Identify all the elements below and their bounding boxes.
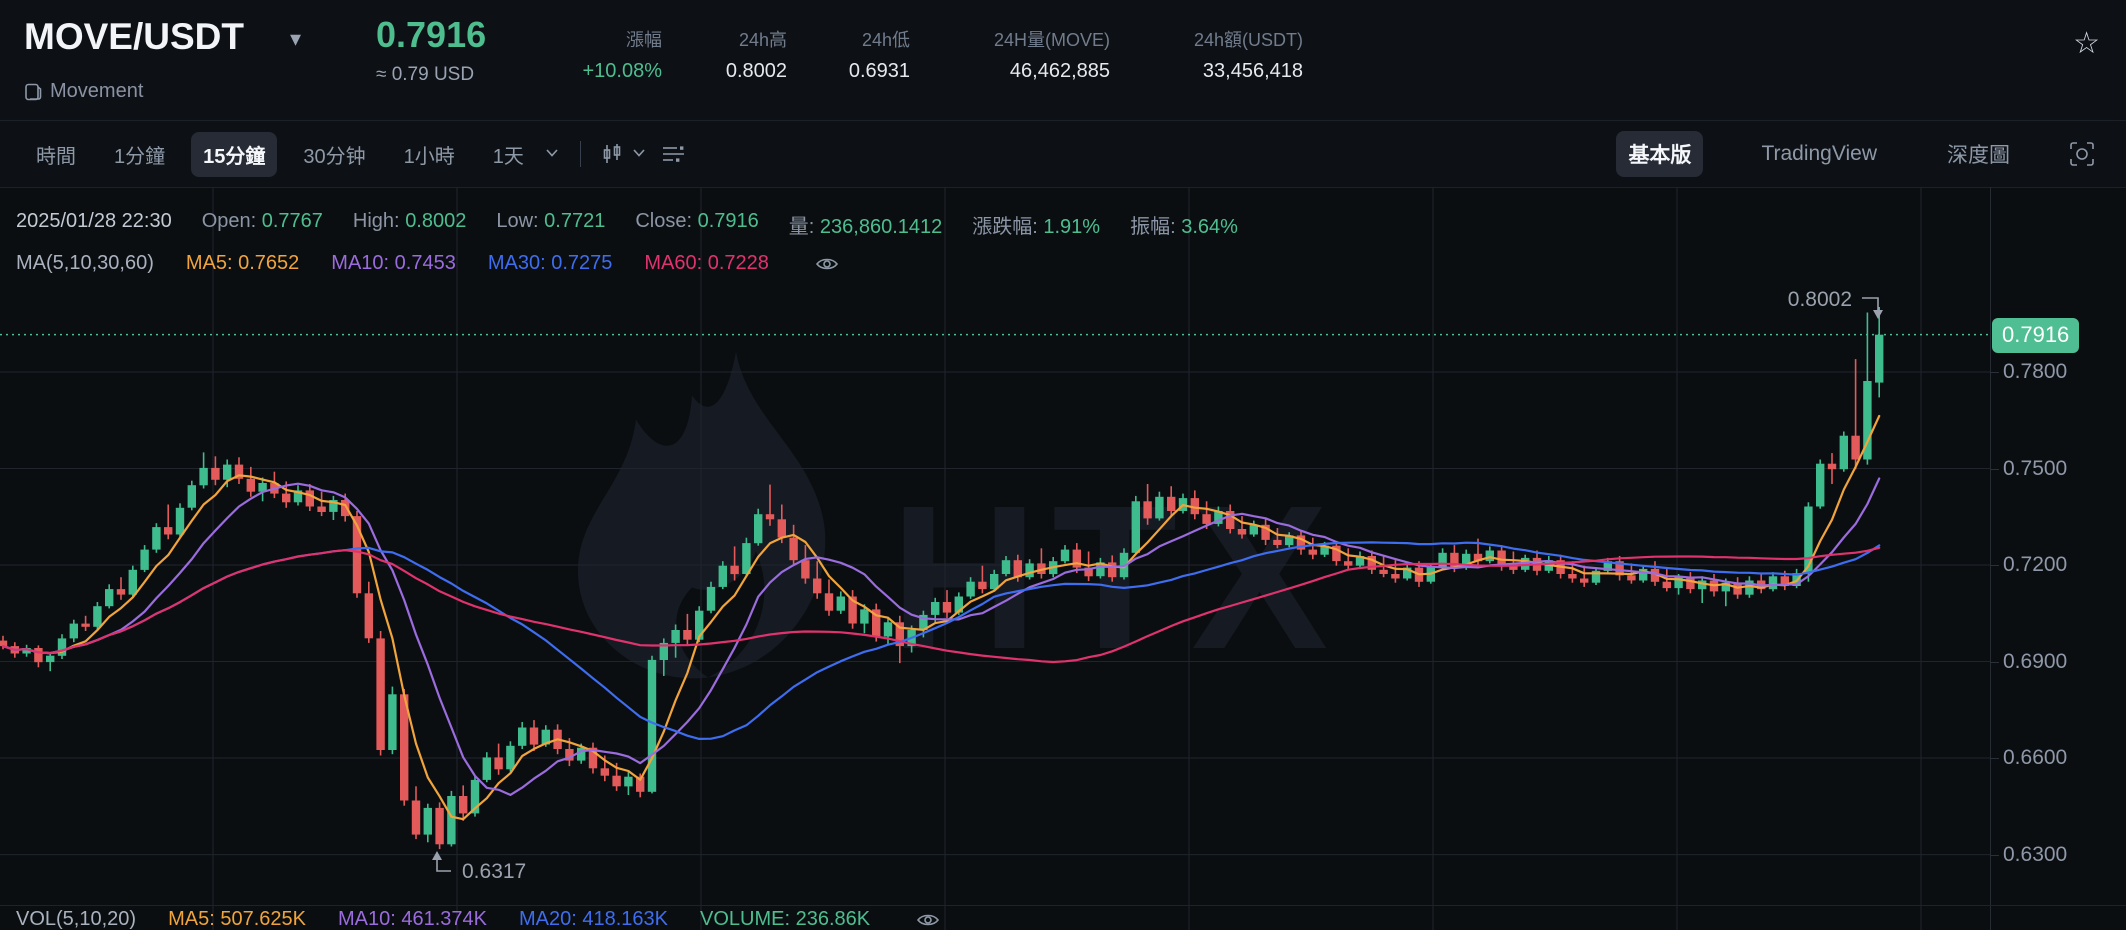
view-tab-depth[interactable]: 深度圖 [1947, 144, 2010, 167]
vol-ma20-legend: MA20: 418.163K [518, 908, 668, 930]
ma10-legend: MA10: 0.7453 [331, 252, 456, 274]
price-axis-label: 0.7200 [1989, 553, 2068, 577]
ohlc-high: High: 0.8002 [352, 210, 467, 232]
interval-tab-1d[interactable]: 1天 [492, 145, 524, 168]
pair-title[interactable]: MOVE/USDT [24, 16, 244, 57]
price-axis-label: 0.6300 [1989, 842, 2068, 866]
ohlc-close: Close: 0.7916 [635, 210, 759, 232]
view-tabs: 基本版 TradingView 深度圖 [1616, 131, 2096, 177]
token-row: Movement [24, 80, 143, 103]
volume-visibility-eye-icon[interactable] [916, 911, 940, 929]
view-tab-tradingview[interactable]: TradingView [1761, 142, 1877, 165]
interval-tab-1h[interactable]: 1小時 [403, 145, 455, 168]
interval-tabs: 時間 1分鐘 15分鐘 30分钟 1小時 1天 [24, 131, 687, 177]
ohlc-low: Low: 0.7721 [496, 210, 606, 232]
vol-ma5-legend: MA5: 507.625K [168, 908, 306, 930]
price-axis-label: 0.6900 [1989, 649, 2068, 673]
chart-toolbar: 時間 1分鐘 15分鐘 30分钟 1小時 1天 [0, 121, 2126, 188]
stat-value: 46,462,885 [1009, 60, 1110, 82]
stat-volume-24h: 24H量(MOVE) 46,462,885 [890, 0, 1110, 83]
ohlc-amplitude: 振幅: 3.64% [1130, 216, 1238, 238]
ohlc-open: Open: 0.7767 [201, 210, 323, 232]
pane-divider [0, 905, 2126, 906]
stat-label: 24H量(MOVE) [993, 30, 1110, 50]
stat-label: 24h低 [861, 30, 910, 50]
interval-tab-15m[interactable]: 15分鐘 [191, 131, 278, 177]
svg-text:0.6317: 0.6317 [462, 860, 526, 883]
stat-value: 0.8002 [725, 60, 787, 82]
candle-datetime: 2025/01/28 22:30 [16, 210, 172, 232]
ma-legend: MA(5,10,30,60) MA5: 0.7652 MA10: 0.7453 … [16, 252, 839, 275]
interval-tab-1m[interactable]: 1分鐘 [114, 145, 166, 168]
stat-label: 24h額(USDT) [1193, 30, 1303, 50]
candlestick-style-icon[interactable] [601, 143, 623, 165]
svg-text:0.8002: 0.8002 [1788, 288, 1852, 311]
price-axis-label: 0.7500 [1989, 456, 2068, 480]
stat-value: +10.08% [582, 60, 662, 82]
ohlc-volume: 量: 236,860.1412 [788, 216, 943, 238]
volume-legend-title: VOL(5,10,20) [16, 908, 137, 930]
stat-label: 24h高 [738, 30, 787, 50]
stat-value: 0.6931 [848, 60, 910, 82]
vol-volume-legend: VOLUME: 236.86K [700, 908, 871, 930]
stat-turnover-24h: 24h額(USDT) 33,456,418 [1083, 0, 1303, 83]
stat-value: 33,456,418 [1202, 60, 1303, 82]
interval-tab-30m[interactable]: 30分钟 [303, 145, 366, 168]
ma5-legend: MA5: 0.7652 [185, 252, 300, 274]
interval-tab-time[interactable]: 時間 [36, 145, 76, 168]
usd-equivalent: ≈ 0.79 USD [376, 64, 475, 85]
stat-change-24h: 漲幅 +10.08% [442, 0, 662, 83]
stat-high-24h: 24h高 0.8002 [567, 0, 787, 83]
last-price: 0.7916 [376, 14, 487, 55]
price-axis-line [1990, 187, 1991, 930]
pair-dropdown-caret[interactable]: ▾ [290, 26, 302, 51]
ohlc-legend: 2025/01/28 22:30 Open: 0.7767 High: 0.80… [16, 210, 1238, 239]
ohlc-change-pct: 漲跌幅: 1.91% [972, 216, 1101, 238]
screenshot-icon[interactable] [2068, 140, 2096, 168]
token-name: Movement [50, 80, 144, 102]
chart-style-caret-icon[interactable] [631, 145, 647, 163]
stat-label: 漲幅 [626, 30, 662, 50]
ma-legend-title: MA(5,10,30,60) [16, 252, 154, 274]
price-axis-label: 0.6600 [1989, 746, 2068, 770]
pair-header: MOVE/USDT ▾ Movement 0.7916 ≈ 0.79 USD 漲… [0, 0, 2126, 121]
toolbar-divider [579, 141, 581, 167]
indicators-icon[interactable] [661, 144, 687, 164]
view-tab-basic[interactable]: 基本版 [1616, 131, 1704, 177]
volume-legend: VOL(5,10,20) MA5: 507.625K MA10: 461.374… [16, 908, 940, 930]
ma-visibility-eye-icon[interactable] [815, 255, 839, 273]
stat-low-24h: 24h低 0.6931 [690, 0, 910, 83]
ma60-legend: MA60: 0.7228 [644, 252, 769, 274]
candlestick-chart[interactable]: 0.8002 0.6317 [0, 187, 1990, 930]
interval-more-caret-icon[interactable] [544, 145, 560, 163]
favorite-star-icon[interactable]: ☆ [2073, 27, 2100, 60]
ma30-legend: MA30: 0.7275 [487, 252, 613, 274]
vol-ma10-legend: MA10: 461.374K [337, 908, 487, 930]
last-price-badge: 0.7916 [1992, 317, 2080, 353]
token-icon [25, 83, 42, 100]
price-axis-label: 0.7800 [1989, 360, 2068, 383]
